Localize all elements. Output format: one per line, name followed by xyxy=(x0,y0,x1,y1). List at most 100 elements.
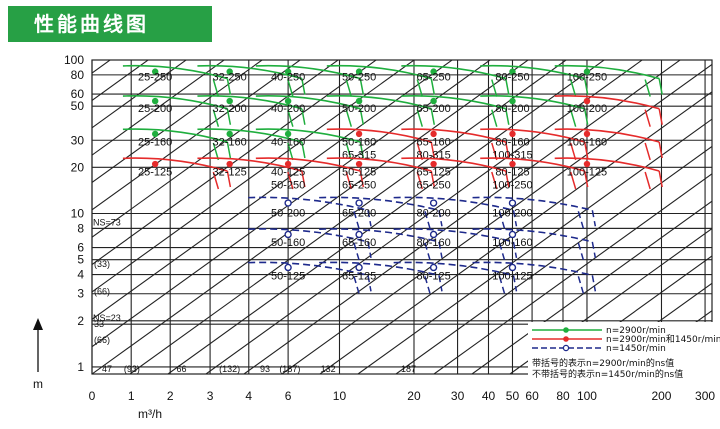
pump-curve-hook xyxy=(353,275,372,294)
operating-point xyxy=(355,97,363,105)
operating-point xyxy=(355,130,363,138)
y-tick-label: 6 xyxy=(77,241,84,255)
pump-model-label: 80-160 xyxy=(416,237,450,249)
operating-point xyxy=(508,263,517,272)
operating-point xyxy=(284,263,292,272)
pump-curve xyxy=(401,157,506,172)
x-tick-label: 0 xyxy=(89,389,96,403)
pump-model-label: 65-125 xyxy=(416,166,450,178)
diagonal-guide-line xyxy=(433,173,712,374)
y-tick-label: 50 xyxy=(71,99,85,113)
x-tick-label: 80 xyxy=(556,389,570,403)
ns-label: NS=23 xyxy=(93,313,121,323)
pump-curve xyxy=(248,228,369,243)
diagonal-guide-line xyxy=(92,60,530,374)
pump-model-label: 25-200 xyxy=(138,103,172,115)
pump-curve xyxy=(472,228,593,243)
pump-model-label: 80-250 xyxy=(495,71,529,83)
operating-point xyxy=(509,160,516,168)
pump-curve-hook xyxy=(212,108,232,127)
pump-curve-hook xyxy=(644,78,663,97)
operating-point xyxy=(509,130,516,138)
diagonal-guide-line xyxy=(92,60,492,348)
pump-model-label: 100-250 xyxy=(492,179,532,191)
operating-point xyxy=(508,199,517,207)
pump-curve-hook xyxy=(569,141,589,161)
pump-curve-hook xyxy=(353,210,372,229)
pump-model-label: 40-200 xyxy=(271,103,305,115)
y-tick-label: 3 xyxy=(77,287,84,301)
diagonal-guide-line xyxy=(585,282,712,374)
legend-note: 带括号的表示n=2900r/min的ns值 xyxy=(532,357,674,369)
operating-point xyxy=(429,263,438,272)
x-tick-label: 2 xyxy=(167,389,174,403)
pump-model-label: 65-160 xyxy=(416,137,450,149)
ns-bottom-label: 66 xyxy=(177,364,187,374)
pump-model-label: 50-125 xyxy=(342,166,376,178)
operating-point xyxy=(508,230,517,239)
pump-curve-hook xyxy=(424,241,443,261)
pump-model-label: 80-200 xyxy=(495,103,529,115)
pump-curve-hook xyxy=(345,141,365,161)
y-tick-label: 30 xyxy=(71,133,85,147)
pump-curve-hook xyxy=(353,241,372,261)
diagonal-guide-line xyxy=(319,91,712,374)
legend-note: 不带括号的表示n=1450r/min的ns值 xyxy=(532,368,683,380)
pump-curve xyxy=(480,128,585,143)
y-tick-label: 20 xyxy=(71,160,85,174)
pump-curve xyxy=(472,196,593,212)
pump-curve xyxy=(480,157,585,172)
diagonal-guide-line xyxy=(92,60,454,320)
pump-model-label: 80-125 xyxy=(495,166,529,178)
x-tick-label: 40 xyxy=(482,389,496,403)
pump-model-label: 65-200 xyxy=(342,207,376,219)
operating-point xyxy=(284,68,292,75)
operating-point xyxy=(284,160,292,168)
operating-point xyxy=(226,160,233,168)
diagonal-guide-line xyxy=(92,60,340,238)
x-tick-label: 4 xyxy=(245,389,252,403)
pump-model-label: 100-200 xyxy=(567,103,607,115)
operating-point xyxy=(583,160,591,168)
x-tick-label: 20 xyxy=(407,389,421,403)
ns-bottom-label: 93 xyxy=(260,364,270,374)
pump-model-label: 50-200 xyxy=(342,103,376,115)
ns-value-label: (66) xyxy=(94,287,110,297)
pump-curve-hook xyxy=(345,78,365,97)
pump-curve xyxy=(401,95,506,110)
ns-bottom-label: (132) xyxy=(219,364,240,374)
diagonal-guide-line xyxy=(92,60,150,102)
diagonal-guide-line xyxy=(357,118,712,374)
x-tick-label: 200 xyxy=(651,389,671,403)
diagonal-guide-line xyxy=(395,145,712,374)
operating-point xyxy=(284,97,292,105)
pump-curve-hook xyxy=(424,275,443,294)
pump-curve-hook xyxy=(345,170,365,190)
operating-point xyxy=(355,199,363,207)
y-tick-label: 80 xyxy=(71,68,85,82)
pump-curve xyxy=(319,228,440,243)
diagonal-guide-line xyxy=(281,63,712,374)
operating-point xyxy=(284,199,292,207)
pump-model-label: 65-250 xyxy=(416,179,450,191)
pump-model-label: 80-160 xyxy=(495,137,529,149)
ns-value-label: (33) xyxy=(94,259,110,269)
ns-bottom-label: 132 xyxy=(321,364,336,374)
pump-curve xyxy=(554,128,660,143)
diagonal-guide-line xyxy=(167,60,606,374)
pump-curve xyxy=(401,64,506,80)
page-title: 性能曲线图 xyxy=(8,6,212,42)
x-tick-label: 3 xyxy=(207,389,214,403)
pump-model-label: 100-125 xyxy=(567,166,607,178)
pump-model-label: 25-250 xyxy=(138,71,172,83)
pump-curve-hook xyxy=(577,241,597,261)
operating-point xyxy=(430,97,437,105)
pump-curve-hook xyxy=(491,141,510,161)
operating-point xyxy=(151,130,159,138)
pump-curve-hook xyxy=(287,170,306,190)
pump-curve-hook xyxy=(577,275,597,294)
pump-model-label: 25-125 xyxy=(138,166,172,178)
pump-model-label: 32-200 xyxy=(213,103,247,115)
pump-model-label: 100-200 xyxy=(492,207,532,219)
